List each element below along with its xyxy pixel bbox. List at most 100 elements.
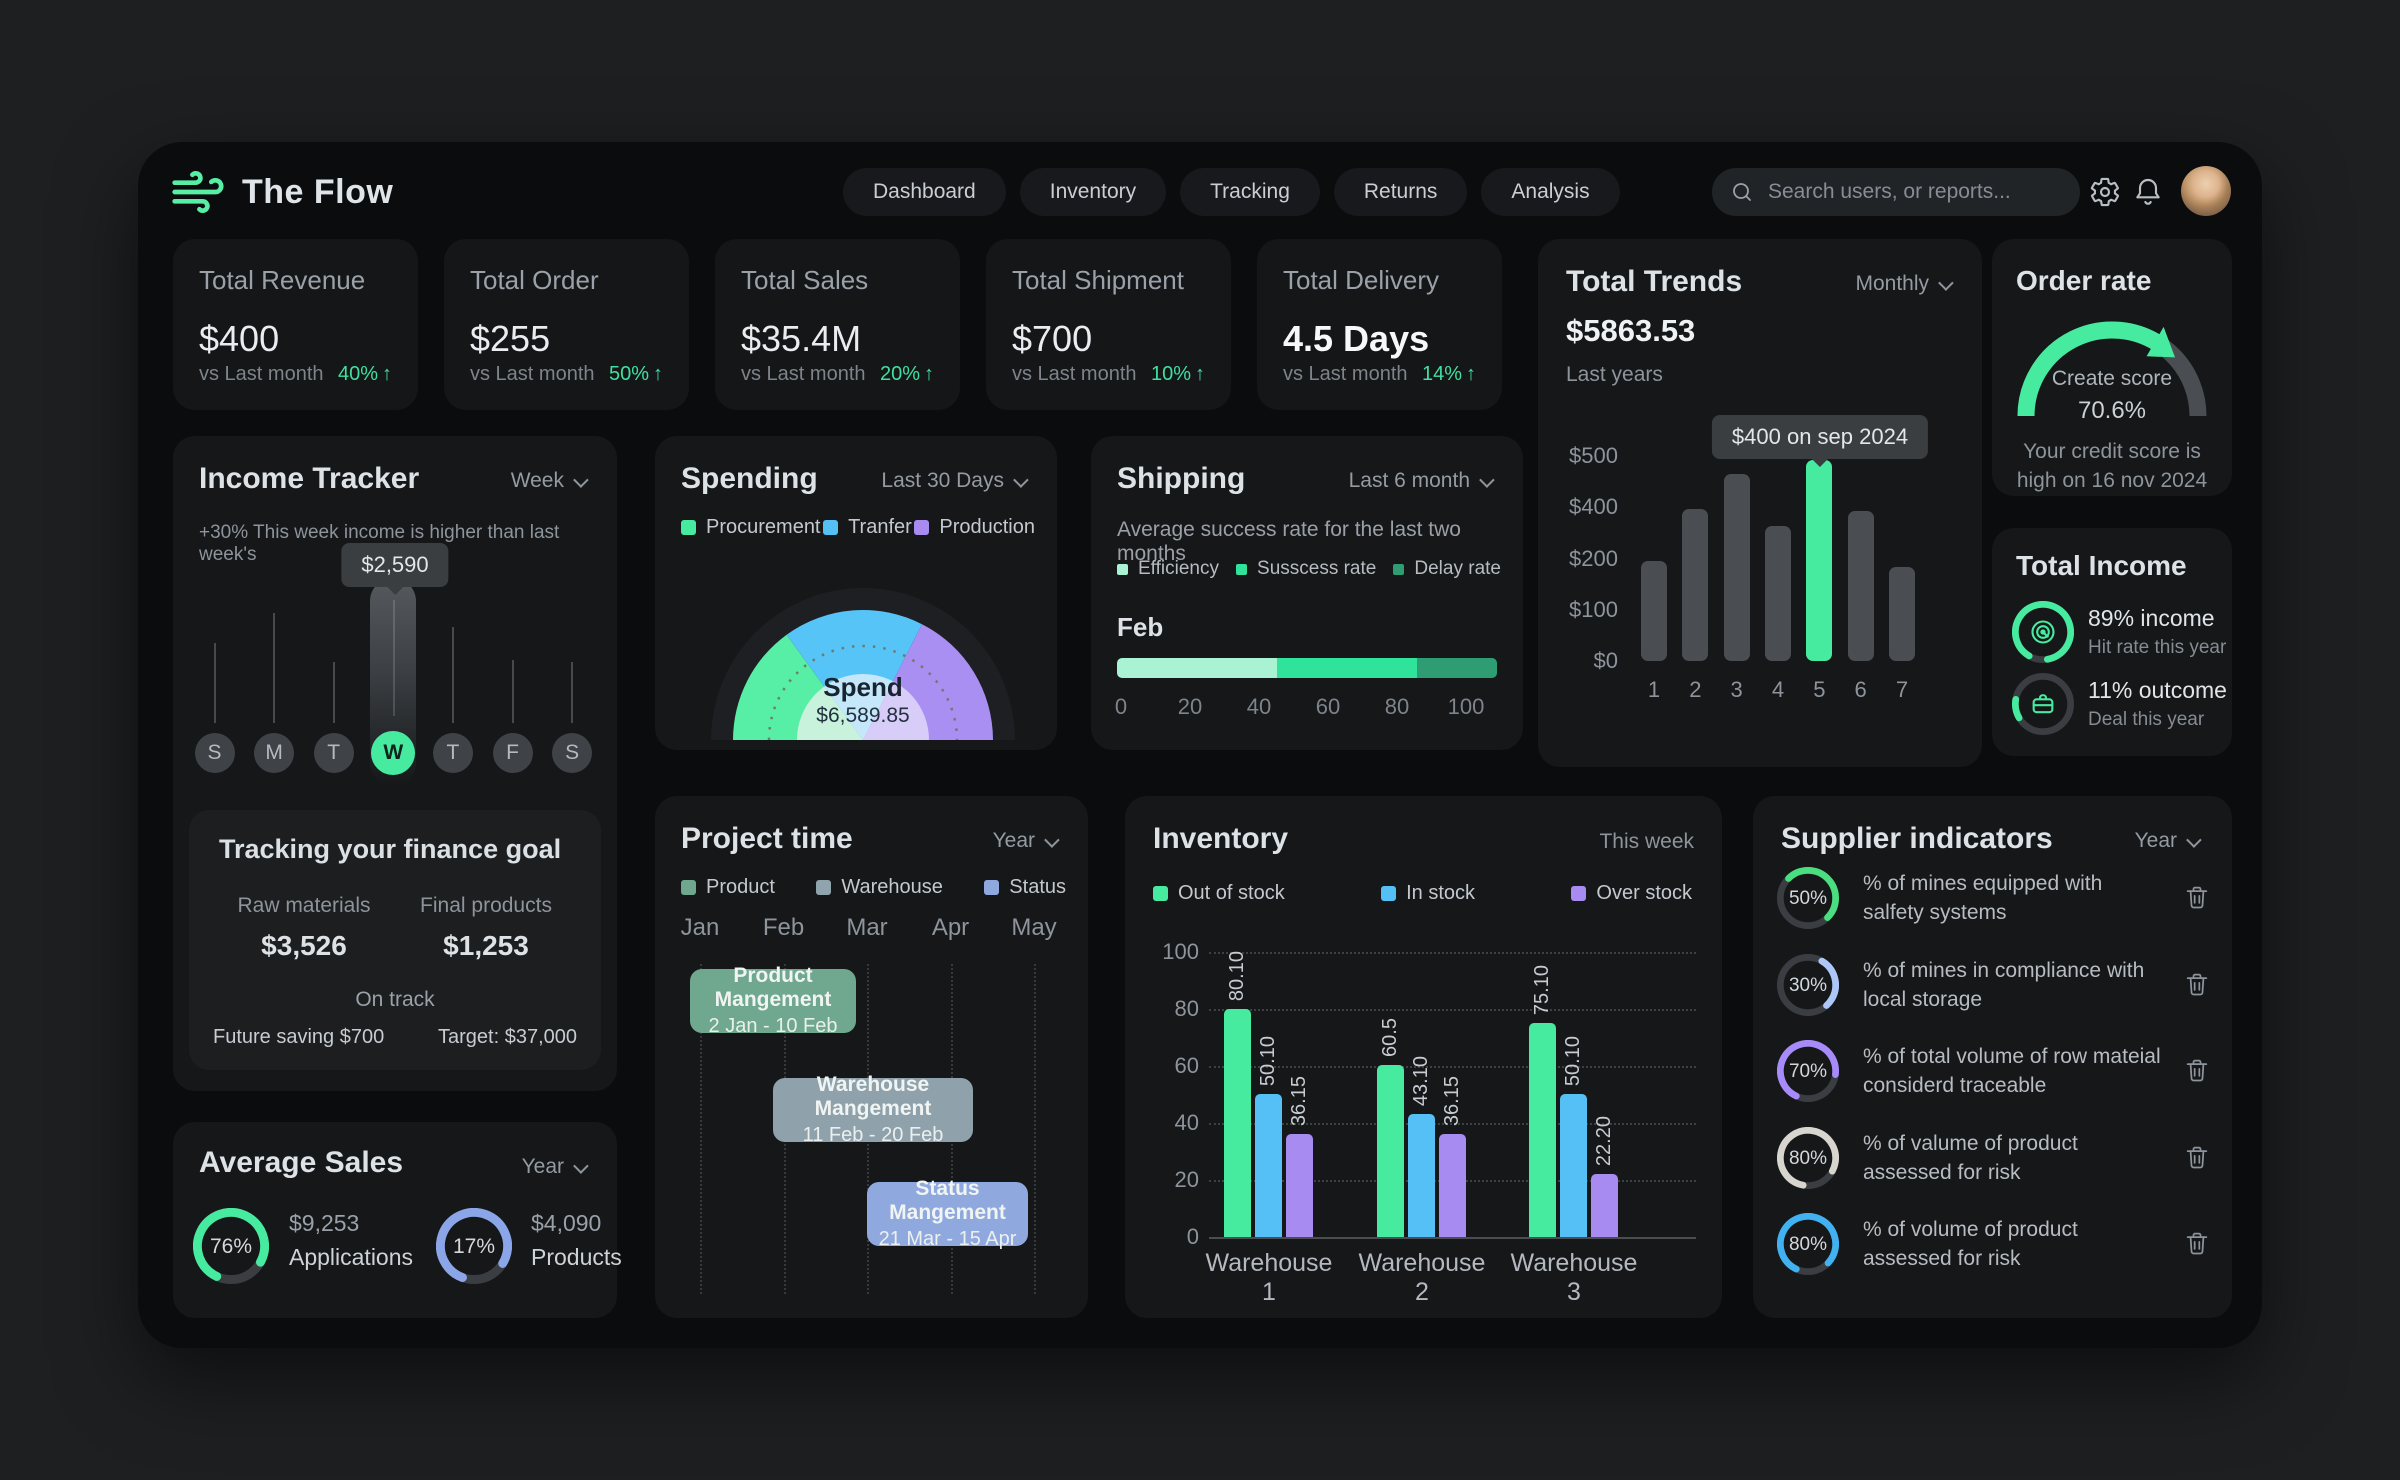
weekday-chip[interactable]: S [552,733,593,773]
project-period-select[interactable]: Year [987,828,1062,854]
trash-icon[interactable] [2183,1229,2211,1257]
trends-amount: $5863.53 [1566,313,1696,348]
settings-gear-icon[interactable] [2089,176,2121,208]
legend-swatch [914,520,930,535]
inventory-legend: Out of stock In stock Over stock [1153,882,1692,905]
finance-goal-title: Tracking your finance goal [219,834,562,864]
inventory-bar[interactable] [1286,1134,1313,1237]
chevron-down-icon [1479,471,1495,488]
nav-inventory[interactable]: Inventory [1019,168,1167,216]
gantt-task[interactable]: Warehouse Mangement 11 Feb - 20 Feb [773,1073,973,1146]
future-saving: Future saving $700 [213,1026,385,1048]
card-title: Total Trends [1566,265,1743,298]
products-amount: $4,090 [531,1210,602,1236]
card-title: Total Income [2016,550,2187,581]
trends-bar[interactable] [1682,509,1709,661]
search-bar[interactable] [1712,168,2080,216]
inventory-bar[interactable] [1529,1023,1556,1237]
supplier-row: 80%% of valume of product assessed for r… [1753,1126,2232,1197]
inventory-bar[interactable] [1408,1114,1435,1237]
nav-analysis[interactable]: Analysis [1481,168,1620,216]
total-income-card: Total Income 89% income Hit rate this ye… [1992,528,2232,756]
income-tracker-subtitle: +30% This week income is higher than las… [199,522,560,565]
legend-swatch [681,520,696,535]
inventory-bar[interactable] [1439,1134,1466,1237]
supplier-ring [1777,1126,1839,1189]
weekday-chip[interactable]: T [432,733,473,773]
trends-bar[interactable] [1764,526,1791,661]
spend-value: $6,589.85 [816,704,910,727]
card-title: Order rate [2016,265,2152,296]
supplier-period-select[interactable]: Year [2129,828,2204,854]
legend-swatch [823,520,839,535]
nav-dashboard[interactable]: Dashboard [843,168,1006,216]
stat-card-total-revenue: Total Revenue $400 vs Last month 40% ↑ [173,239,418,410]
gantt-task[interactable]: Product Mangement 2 Jan - 10 Feb [690,964,856,1037]
supplier-indicators-card: Supplier indicators Year 50%% of mines e… [1753,796,2232,1318]
trends-period-select[interactable]: Monthly [1849,271,1956,297]
user-avatar[interactable] [2181,166,2231,216]
legend-item: Over stock [1571,882,1692,905]
briefcase-icon [2029,690,2057,718]
sales-period-select[interactable]: Year [516,1154,591,1180]
stat-vs: vs Last month [1283,363,1408,385]
trends-chart: $500 $400 $200 $100 $0 1 2 3 4 5 6 7 [1538,443,1982,721]
legend-item: Efficiency [1117,558,1219,580]
outcome-ring [2012,673,2074,735]
shipping-period-select[interactable]: Last 6 month [1343,468,1497,494]
inventory-bar[interactable] [1255,1094,1282,1237]
nav-returns[interactable]: Returns [1333,168,1468,216]
trash-icon[interactable] [2183,883,2211,911]
supplier-ring [1777,1213,1839,1275]
gantt-task[interactable]: Status Mangement 21 Mar - 15 Apr [867,1177,1028,1250]
supplier-text: % of mines in compliance with local stor… [1863,958,2145,1011]
inventory-bar[interactable] [1560,1094,1587,1237]
trash-icon[interactable] [2183,970,2211,998]
shipping-legend: Efficiency Susscess rate Delay rate [1117,558,1501,580]
raw-materials-label: Raw materials [237,894,371,917]
inventory-bar[interactable] [1377,1065,1404,1237]
income-label: 89% income [2088,605,2215,631]
project-time-card: Project time Year Product Warehouse Status… [655,796,1088,1318]
inventory-bar[interactable] [1224,1009,1251,1237]
applications-ring [193,1208,269,1284]
legend-swatch [1117,563,1128,575]
income-row: 89% income Hit rate this year [2012,601,2226,665]
trends-bar[interactable] [1723,474,1750,661]
weekday-chip[interactable]: M [254,733,295,773]
stat-vs: vs Last month [470,363,595,385]
legend-swatch [816,880,832,895]
income-period-select[interactable]: Week [505,468,591,494]
income-tooltip: $2,590 [341,543,449,587]
supplier-row: 30%% of mines in compliance with local s… [1753,953,2232,1024]
stat-card-total-order: Total Order $255 vs Last month 50% ↑ [444,239,689,410]
gauge-value: 70.6% [2077,397,2147,424]
weekday-chip[interactable]: F [492,733,533,773]
nav-tracking[interactable]: Tracking [1180,168,1320,216]
trash-icon[interactable] [2183,1056,2211,1084]
inventory-bar[interactable] [1591,1174,1618,1237]
notifications-bell-icon[interactable] [2132,176,2164,208]
legend-item: Production [914,516,1035,539]
supplier-text: % of volume of product assessed for risk [1863,1218,2078,1270]
inventory-chart: 100 80 60 40 20 0 80.10 50.10 36.15 Warehouse 1 60… [1125,939,1722,1306]
trends-bar[interactable] [1847,511,1874,661]
weekday-chip[interactable]: W [371,731,416,775]
card-title: Supplier indicators [1781,822,2053,855]
app-title: The Flow [242,172,394,211]
trash-icon[interactable] [2183,1143,2211,1171]
card-title: Project time [681,822,853,855]
legend-item: Tranfer [823,516,912,539]
final-products-label: Final products [420,894,552,917]
trends-bar[interactable] [1888,567,1915,661]
search-input[interactable] [1766,179,2062,205]
supplier-text: % of mines equipped with salfety systems [1863,872,2103,924]
trends-bar[interactable] [1641,561,1667,661]
weekday-chip[interactable]: S [194,733,235,773]
trends-bar[interactable] [1806,460,1833,661]
spending-period-select[interactable]: Last 30 Days [875,468,1031,494]
weekday-chip[interactable]: T [313,733,354,773]
goal-target: Target: $37,000 [438,1026,577,1048]
stat-title: Total Delivery [1283,265,1440,295]
